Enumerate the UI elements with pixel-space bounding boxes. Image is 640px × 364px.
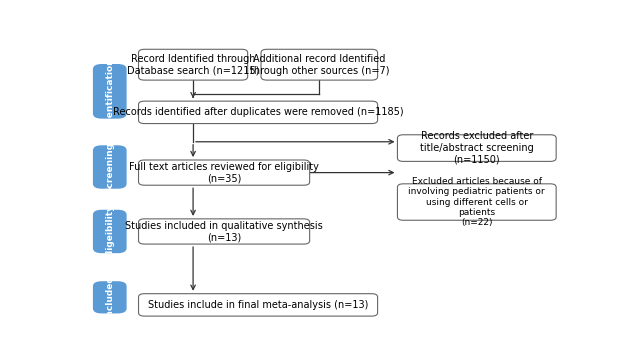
Text: Screening: Screening (105, 142, 115, 193)
FancyBboxPatch shape (397, 184, 556, 220)
Text: Included: Included (105, 276, 115, 319)
FancyBboxPatch shape (138, 294, 378, 316)
Text: Eligeibility: Eligeibility (105, 205, 115, 258)
FancyBboxPatch shape (138, 219, 310, 244)
Text: Excluded articles because of
involving pediatric patients or
using different cel: Excluded articles because of involving p… (408, 177, 545, 228)
FancyBboxPatch shape (138, 160, 310, 185)
Text: Studies include in final meta-analysis (n=13): Studies include in final meta-analysis (… (148, 300, 368, 310)
Text: Records excluded after
title/abstract screening
(n=1150): Records excluded after title/abstract sc… (420, 131, 534, 165)
Text: Identification: Identification (105, 57, 115, 126)
FancyBboxPatch shape (93, 64, 127, 119)
Text: Records identified after duplicates were removed (n=1185): Records identified after duplicates were… (113, 107, 403, 117)
FancyBboxPatch shape (93, 281, 127, 313)
FancyBboxPatch shape (93, 210, 127, 253)
FancyBboxPatch shape (138, 49, 248, 80)
Text: Studies included in qualitative synthesis
(n=13): Studies included in qualitative synthesi… (125, 221, 323, 242)
FancyBboxPatch shape (93, 145, 127, 189)
Text: Additional record Identified
through other sources (n=7): Additional record Identified through oth… (250, 54, 389, 75)
Text: Full text articles reviewed for eligibility
(n=35): Full text articles reviewed for eligibil… (129, 162, 319, 183)
FancyBboxPatch shape (138, 101, 378, 123)
Text: Record Identified through
Database search (n=1215): Record Identified through Database searc… (127, 54, 259, 75)
FancyBboxPatch shape (261, 49, 378, 80)
FancyBboxPatch shape (397, 135, 556, 161)
